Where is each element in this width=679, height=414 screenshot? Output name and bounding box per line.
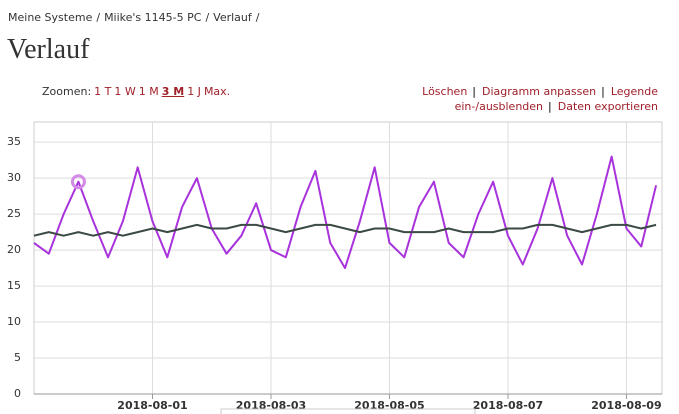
- zoom-option[interactable]: Max.: [203, 85, 231, 98]
- action-link[interactable]: Löschen: [422, 85, 468, 98]
- breadcrumb: Meine Systeme / Miike's 1145-5 PC / Verlauf /: [8, 11, 263, 24]
- page-heading: Verlauf: [7, 34, 90, 65]
- action-bar: Löschen | Diagramm anpassen | Legende ein-/a…: [300, 84, 658, 114]
- breadcrumb-separator: /: [96, 11, 101, 24]
- action-link[interactable]: Daten exportieren: [557, 100, 658, 113]
- action-separator: |: [472, 85, 477, 98]
- action-separator: |: [601, 85, 605, 98]
- x-tick-label: 2018-08-07: [473, 399, 543, 412]
- data-line: [33, 223, 657, 237]
- y-tick-label: 10: [7, 315, 21, 328]
- zoom-option[interactable]: 1 W: [114, 85, 136, 98]
- action-link[interactable]: Legende ein-/ausblenden: [454, 85, 658, 113]
- hover-marker: [70, 174, 86, 190]
- zoom-option[interactable]: 1 M: [138, 85, 159, 98]
- y-tick-label: 30: [7, 171, 21, 184]
- y-tick-label: 35: [7, 135, 21, 148]
- y-tick-label: 25: [7, 207, 21, 220]
- x-tick-label: 2018-08-09: [591, 399, 661, 412]
- action-link[interactable]: Diagramm anpassen: [482, 85, 597, 98]
- x-tick-label: 2018-08-01: [117, 399, 187, 412]
- y-tick-label: 15: [7, 279, 21, 292]
- breadcrumb-link[interactable]: Verlauf: [213, 11, 252, 24]
- zoom-option[interactable]: 1 J: [187, 85, 201, 98]
- breadcrumb-link[interactable]: Meine Systeme: [8, 11, 93, 24]
- y-tick-label: 5: [14, 351, 21, 364]
- y-tick-label: 20: [7, 243, 21, 256]
- navigator: [220, 408, 476, 414]
- data-line: [33, 155, 658, 270]
- action-separator: |: [548, 100, 552, 113]
- breadcrumb-separator: /: [255, 11, 260, 24]
- zoom-label: Zoomen:: [42, 85, 92, 98]
- breadcrumb-link[interactable]: Miike's 1145-5 PC: [104, 11, 202, 24]
- zoom-option[interactable]: 1 T: [94, 85, 112, 98]
- y-tick-label: 0: [14, 387, 21, 400]
- zoom-option[interactable]: 3 M: [161, 85, 185, 98]
- breadcrumb-separator: /: [205, 11, 210, 24]
